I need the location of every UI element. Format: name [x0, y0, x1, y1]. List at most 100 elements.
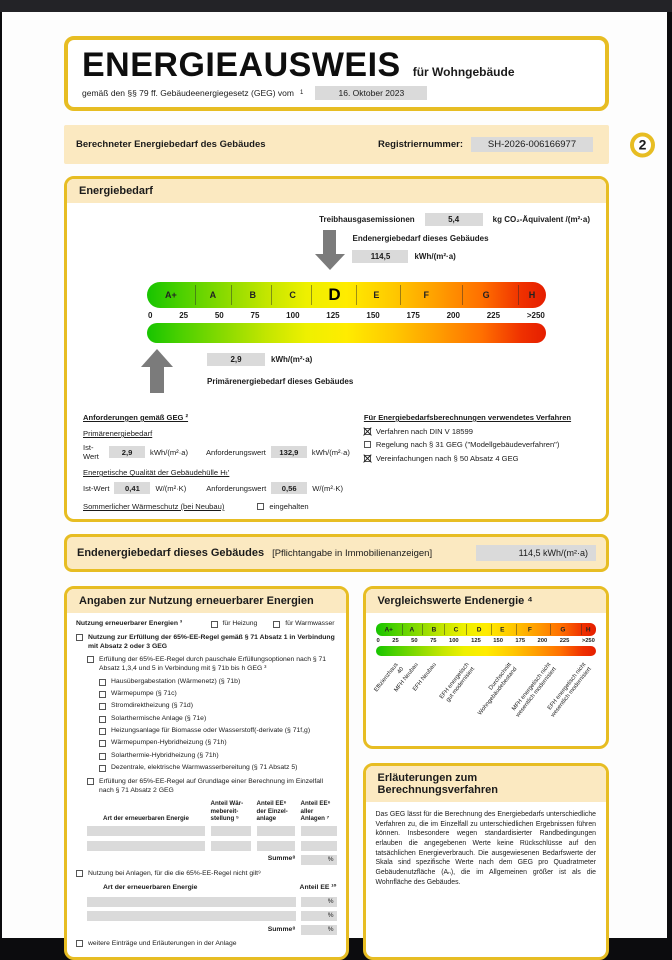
- nicht-gilt-checkbox[interactable]: [76, 869, 83, 877]
- scale-divider: [400, 285, 402, 305]
- scale-letter-h: H: [585, 626, 591, 633]
- scale-letter-f: F: [527, 626, 532, 633]
- ist-wert-value: 2,9: [109, 446, 146, 458]
- pauschal-option-item: Solarthermische Anlage (§ 71e): [99, 715, 337, 724]
- einzelfall-checkbox[interactable]: [87, 777, 94, 785]
- registration-number: SH-2026-006166977: [471, 137, 593, 152]
- nutzung-option-checkbox[interactable]: [273, 621, 281, 629]
- vergleich-category-labels: Effizienzhaus 40 MFH Neubau EFH Neubau EFH …: [374, 660, 596, 746]
- banner-value: 114,5 kWh/(m²·a): [476, 545, 596, 561]
- verfahren-checkbox[interactable]: [363, 454, 371, 462]
- vergleich-scale-band-bar: A+ A B C D E F G H: [375, 623, 596, 636]
- pauschal-option-label: Dezentrale, elektrische Warmwasserbereit…: [111, 763, 298, 771]
- scale-divider: [491, 624, 493, 635]
- erneuerbare-heading: Angaben zur Nutzung erneuerbarer Energie…: [67, 589, 346, 613]
- pauschal-row: Erfüllung der 65%-EE-Regel durch pauscha…: [76, 656, 337, 674]
- share-input[interactable]: [210, 826, 251, 837]
- weitere-checkbox[interactable]: [76, 940, 83, 948]
- scale-divider: [230, 285, 232, 305]
- pauschal-option-checkbox[interactable]: [99, 740, 106, 748]
- erlaeuterungen-text: Das GEG lässt für die Berechnung des Ene…: [375, 811, 596, 886]
- ist-wert-value-2: 0,41: [114, 482, 151, 494]
- t2-col-art: Art der erneuerbaren Energie: [103, 883, 198, 891]
- weitere-row: weitere Einträge und Erläuterungen in de…: [76, 940, 337, 949]
- summe-input[interactable]: %: [300, 854, 337, 865]
- ee-all-input[interactable]: [300, 840, 337, 851]
- scale-letter-a: A: [209, 290, 217, 300]
- pauschal-option-item: Stromdirektheizung (§ 71d): [99, 702, 337, 711]
- anforderungswert-unit: kWh/(m²·a): [311, 447, 350, 457]
- scale-letter-a+: A+: [165, 290, 177, 300]
- pauschal-checkbox[interactable]: [87, 656, 94, 664]
- scale-divider: [443, 624, 445, 635]
- erlaeuterungen-section: Erläuterungen zum Berechnungsverfahren D…: [362, 763, 609, 960]
- pauschal-option-label: Heizungsanlage für Biomasse oder Wassers…: [111, 726, 311, 734]
- scale-divider: [518, 285, 520, 305]
- ee-table-1-row: [87, 826, 337, 837]
- primaerenergiebedarf-values: Ist-Wert 2,9 kWh/(m²·a) Anforderungswert…: [83, 443, 350, 461]
- requirements-columns: Anforderungen gemäß GEG ² Primärenergieb…: [83, 413, 590, 511]
- summe-label-2: Summe⁸: [267, 926, 296, 934]
- primaerenergie-label: Primärenergiebedarf dieses Gebäudes: [207, 377, 354, 386]
- energiebedarf-section: Energiebedarf Treibhausgasemissionen 5,4…: [64, 176, 609, 522]
- ee-table-2-header: Art der erneuerbaren Energie Anteil EE ¹…: [87, 884, 337, 893]
- scale-letter-b: B: [431, 626, 437, 633]
- erneuerbare-energien-section: Angaben zur Nutzung erneuerbarer Energie…: [64, 586, 349, 960]
- summe-input-2[interactable]: %: [300, 925, 337, 936]
- energy-type-input[interactable]: [87, 840, 205, 851]
- tick-label: >250: [581, 638, 595, 644]
- primaerenergie-row: 2,9 kWh/(m²·a) Primärenergiebedarf diese…: [141, 347, 546, 405]
- percent-input[interactable]: %: [300, 896, 337, 907]
- t1-col-ee-alle-anlagen: Anteil EE⁶ aller Anlagen ⁷: [300, 800, 331, 822]
- pauschal-option-checkbox[interactable]: [99, 715, 106, 723]
- tick-label: 175: [515, 638, 526, 644]
- verfahren-label: Regelung nach § 31 GEG ("Modellgebäudeve…: [375, 440, 560, 449]
- sommerlicher-waermeschutz-row: Sommerlicher Wärmeschutz (bei Neubau) ei…: [83, 502, 350, 511]
- endenergie-value: 114,5: [352, 250, 409, 263]
- percent-input[interactable]: %: [300, 911, 337, 922]
- t2-col-anteil-ee: Anteil EE ¹⁰: [299, 883, 337, 891]
- anforderungen-title: Anforderungen gemäß GEG ²: [83, 413, 189, 422]
- nutzung-row: Nutzung erneuerbarer Energien ³ für Heiz…: [76, 620, 337, 629]
- verfahren-checklist: Verfahren nach DIN V 18599 Regelung nach …: [363, 427, 590, 463]
- energy-type-input[interactable]: [87, 896, 296, 907]
- tick-label: 150: [493, 638, 503, 644]
- scale-letter-g: G: [560, 626, 566, 633]
- pauschal-option-checkbox[interactable]: [99, 690, 106, 698]
- scale-letter-g: G: [482, 290, 490, 300]
- energy-type-input[interactable]: [87, 911, 296, 922]
- lower-columns: Angaben zur Nutzung erneuerbarer Energie…: [64, 586, 609, 960]
- nutzung-option-checkbox[interactable]: [210, 621, 218, 629]
- verfahren-title: Für Energiebedarfsberechnungen verwendet…: [363, 413, 572, 422]
- title-row: ENERGIEAUSWEIS für Wohngebäude: [82, 48, 591, 82]
- pauschal-option-checkbox[interactable]: [99, 727, 106, 735]
- pauschal-option-item: Solarthermie-Hybridheizung (§ 71h): [99, 752, 337, 761]
- ee-table-2: Art der erneuerbaren Energie Anteil EE ¹…: [76, 884, 337, 936]
- ee-table-2-sum-row: Summe⁸ %: [87, 925, 337, 936]
- eingehalten-checkbox[interactable]: [257, 503, 265, 510]
- pauschal-option-checkbox[interactable]: [99, 764, 106, 772]
- ee-single-input[interactable]: [256, 840, 295, 851]
- ee-all-input[interactable]: [300, 826, 337, 837]
- nutzung-option-label: für Warmwasser: [285, 620, 335, 627]
- tick-label: 225: [559, 638, 570, 644]
- verfahren-checkbox[interactable]: [363, 427, 371, 435]
- scale-divider: [401, 624, 403, 635]
- scale-divider: [580, 624, 582, 635]
- verfahren-checkbox[interactable]: [363, 441, 371, 448]
- verfahren-label: Vereinfachungen nach § 50 Absatz 4 GEG: [375, 453, 519, 463]
- ee-single-input[interactable]: [256, 826, 295, 837]
- primaerenergie-unit: kWh/(m²·a): [271, 355, 313, 364]
- pauschal-option-checkbox[interactable]: [99, 703, 106, 711]
- share-input[interactable]: [210, 840, 251, 851]
- tick-label: 225: [486, 311, 501, 320]
- scale-letter-f: F: [423, 290, 430, 300]
- pauschal-option-checkbox[interactable]: [99, 752, 106, 760]
- pauschal-option-item: Hausübergabestation (Wärmenetz) (§ 71b): [99, 678, 337, 687]
- pauschal-option-checkbox[interactable]: [99, 678, 106, 686]
- pauschal-option-label: Solarthermische Anlage (§ 71e): [111, 714, 207, 722]
- energy-type-input[interactable]: [87, 826, 205, 837]
- scale-letter-e: E: [373, 290, 380, 300]
- ee-regel-checkbox[interactable]: [76, 633, 83, 641]
- nutzung-label: Nutzung erneuerbarer Energien ³: [76, 620, 183, 627]
